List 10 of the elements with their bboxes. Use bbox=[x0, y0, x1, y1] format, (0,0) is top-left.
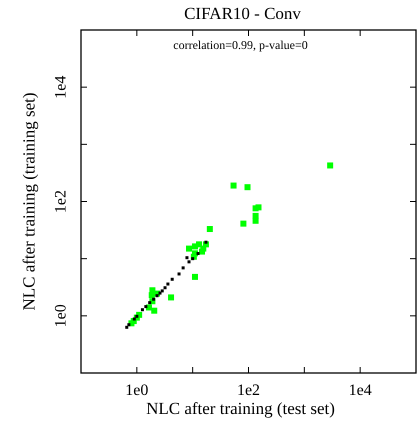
x-tick-label: 1e4 bbox=[348, 382, 372, 399]
x-tick-label: 1e2 bbox=[236, 382, 260, 399]
x-axis-title: NLC after training (test set) bbox=[146, 399, 335, 418]
annotation: correlation=0.99, p-value=0 bbox=[173, 38, 308, 52]
x-tick-label: 1e0 bbox=[125, 382, 148, 399]
y-tick-label: 1e2 bbox=[52, 190, 70, 214]
y-axis-title: NLC after training (training set) bbox=[20, 92, 38, 311]
y-tick-label: 1e4 bbox=[52, 76, 70, 99]
chart-title: CIFAR10 - Conv bbox=[184, 4, 302, 23]
y-tick-label: 1e0 bbox=[52, 304, 70, 328]
